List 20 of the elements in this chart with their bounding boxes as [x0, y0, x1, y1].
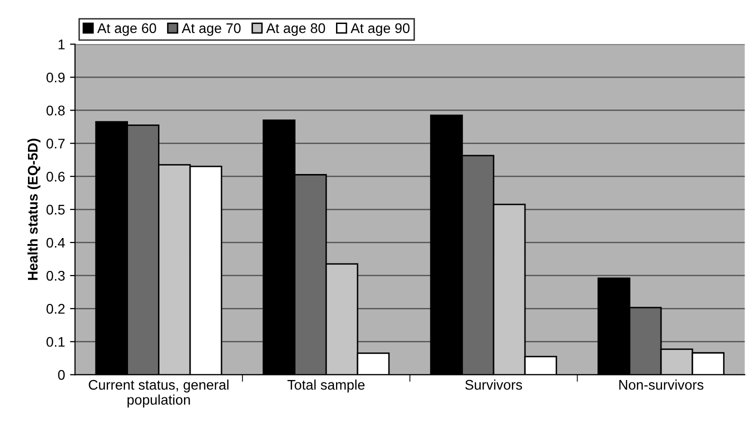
x-tick-label: Survivors: [465, 380, 522, 390]
y-tick-label: 0.5: [46, 204, 65, 215]
y-tick-label: 0.8: [46, 106, 65, 116]
legend-label: At age 60: [97, 23, 156, 36]
y-tick-label: 0.7: [46, 138, 65, 149]
y-axis-title: Health status (EQ-5D): [27, 138, 40, 280]
legend-label: At age 80: [266, 23, 326, 36]
y-tick-label: 1: [58, 40, 65, 50]
y-tick-label: 0: [58, 370, 65, 380]
y-tick-label: 0.2: [46, 304, 65, 314]
x-tick-label: Total sample: [287, 380, 365, 392]
y-tick-label: 0.1: [46, 336, 65, 347]
y-tick-label: 0.9: [46, 72, 65, 82]
x-tick-label: Non-survivors: [619, 380, 704, 390]
x-tick-label: Current status, general population: [88, 380, 228, 408]
legend-label: At age 90: [350, 23, 410, 36]
legend-label: At age 70: [182, 23, 241, 36]
y-tick-label: 0.6: [46, 172, 65, 182]
y-tick-label: 0.3: [46, 270, 65, 281]
y-tick-label: 0.4: [46, 238, 65, 248]
